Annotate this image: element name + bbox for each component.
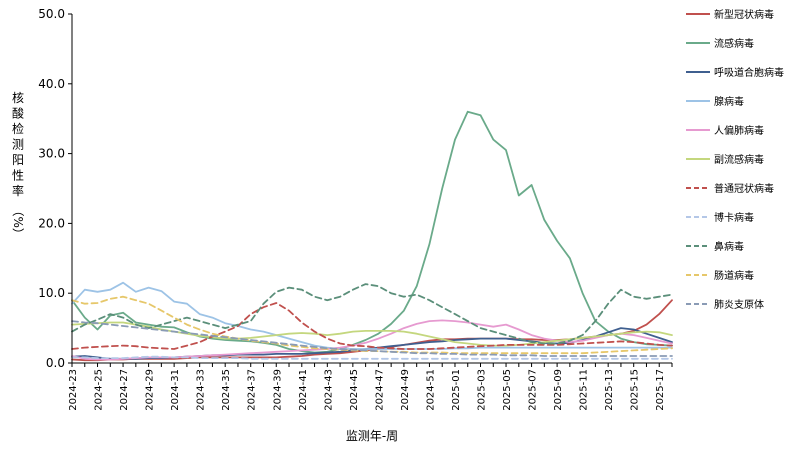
y-tick-label: 10.0 [38,286,65,300]
y-axis-title-char: 核 [12,91,24,105]
x-tick-label: 2025-03 [477,369,488,411]
legend-label: 流感病毒 [714,37,754,50]
x-tick-label: 2024-35 [221,369,232,411]
x-tick-label: 2024-25 [94,369,105,411]
legend-label: 肺炎支原体 [714,299,764,311]
plot-lines [71,110,673,362]
legend-label: 鼻病毒 [714,240,744,253]
y-tick-label: 30.0 [38,147,65,161]
x-tick-label: 2025-01 [451,369,462,411]
x-tick-label: 2024-33 [196,369,207,411]
y-axis-title-char: （%） [11,205,25,240]
series-line-2 [71,110,673,354]
x-tick-label: 2024-39 [272,369,283,411]
series-line-9 [71,283,673,345]
x-tick-label: 2025-07 [528,369,539,411]
x-tick-label: 2024-37 [247,369,258,411]
y-axis-title-char: 测 [12,138,24,152]
x-tick-label: 2024-29 [145,369,156,411]
y-tick-label: 0.0 [46,356,65,370]
axes [71,14,672,364]
y-tick-label: 40.0 [38,77,65,91]
x-tick-label: 2025-15 [630,369,641,411]
x-axis-title: 监测年-周 [346,429,398,443]
x-tick-label: 2025-11 [579,369,590,411]
y-axis-title-char: 阳 [12,153,24,167]
series-line-11 [71,320,673,357]
legend-label: 人偏肺病毒 [714,124,764,137]
series-line-10 [71,295,673,355]
x-tick-label: 2024-27 [119,369,130,411]
x-tick-label: 2024-47 [374,369,385,411]
series-line-4 [71,281,673,350]
legend-label: 肠道病毒 [714,269,754,282]
legend-label: 呼吸道合胞病毒 [714,66,784,79]
legend-label: 新型冠状病毒 [714,8,774,21]
y-ticks: 0.0 10.0 20.0 30.0 40.0 50.0 [38,7,72,370]
series-line-7 [71,302,673,350]
x-tick-label: 2024-51 [425,369,436,411]
x-tick-label: 2025-17 [655,369,666,411]
legend-label: 腺病毒 [714,95,744,108]
y-axis-title-char: 性 [12,169,24,183]
y-axis-title-char: 率 [12,183,24,198]
legend: 新型冠状病毒流感病毒呼吸道合胞病毒腺病毒人偏肺病毒副流感病毒普通冠状病毒博卡病毒… [686,8,784,311]
y-axis-title-char: 检 [12,121,24,136]
x-tick-label: 2024-23 [68,369,79,411]
x-tick-label: 2024-31 [170,369,181,411]
legend-label: 普通冠状病毒 [714,182,774,195]
x-tick-label: 2024-41 [298,369,309,411]
x-tick-label: 2025-05 [502,369,513,411]
x-ticks: 2024-23 2024-25 2024-27 2024-29 2024-31 2024-… [68,363,673,411]
series-line-8 [71,355,673,360]
x-tick-label: 2025-13 [604,369,615,411]
x-tick-label: 2024-43 [323,369,334,411]
legend-label: 副流感病毒 [714,153,764,166]
y-axis-title-char: 酸 [12,106,24,121]
x-tick-label: 2025-09 [553,369,564,411]
x-tick-label: 2024-49 [400,369,411,411]
x-tick-label: 2024-45 [349,369,360,411]
y-tick-label: 20.0 [38,216,65,230]
y-tick-label: 50.0 [38,7,65,21]
legend-label: 博卡病毒 [714,211,754,224]
